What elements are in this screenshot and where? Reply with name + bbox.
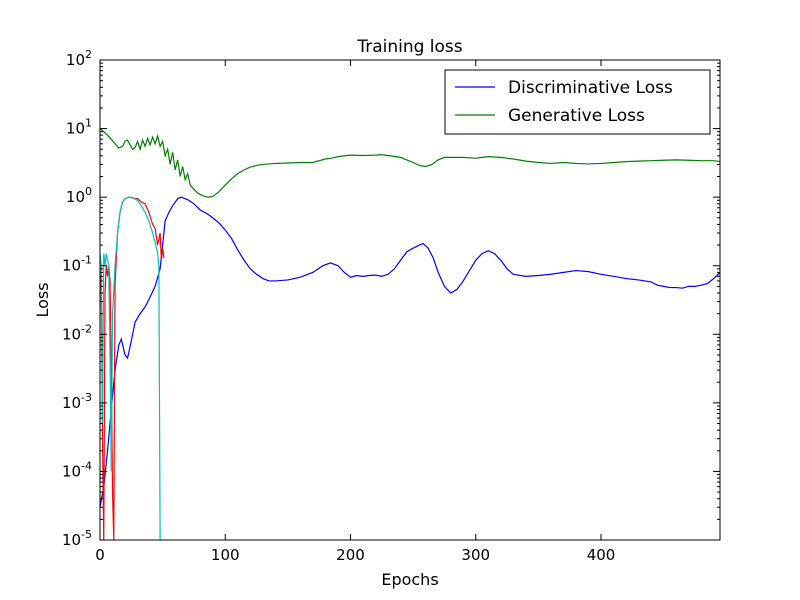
x-tick-label: 200 (336, 546, 365, 564)
discriminative-loss-legend-label: Discriminative Loss (508, 78, 673, 98)
y-axis-label: Loss (33, 282, 52, 317)
y-tick-label: 10-2 (62, 322, 92, 343)
y-tick-label: 101 (66, 117, 92, 138)
y-tick-label: 10-1 (62, 254, 92, 275)
x-tick-label: 300 (461, 546, 490, 564)
legend: Discriminative Loss Generative Loss (444, 69, 711, 135)
y-tick-label: 10-4 (62, 459, 92, 480)
generative-loss-line (100, 128, 720, 198)
series-4-line (100, 196, 161, 540)
plot-frame (99, 59, 721, 541)
chart-title: Training loss (356, 37, 462, 57)
y-tick-label: 100 (66, 185, 92, 206)
x-tick-label: 100 (211, 546, 240, 564)
y-tick-label: 10-5 (62, 528, 92, 549)
y-axis: 10-5 10-4 10-3 10-2 10-1 100 101 102 (62, 48, 720, 549)
x-tick-label: 400 (587, 546, 616, 564)
y-tick-label: 102 (66, 48, 92, 69)
y-tick-label: 10-3 (62, 391, 92, 412)
x-axis-label: Epochs (381, 570, 438, 589)
x-tick-label: 0 (95, 546, 105, 564)
legend-box (444, 69, 711, 135)
x-axis: 0 100 200 300 400 (95, 60, 615, 564)
discriminative-loss-line (100, 196, 720, 508)
series-layer (100, 128, 720, 540)
generative-loss-legend-label: Generative Loss (508, 106, 645, 126)
